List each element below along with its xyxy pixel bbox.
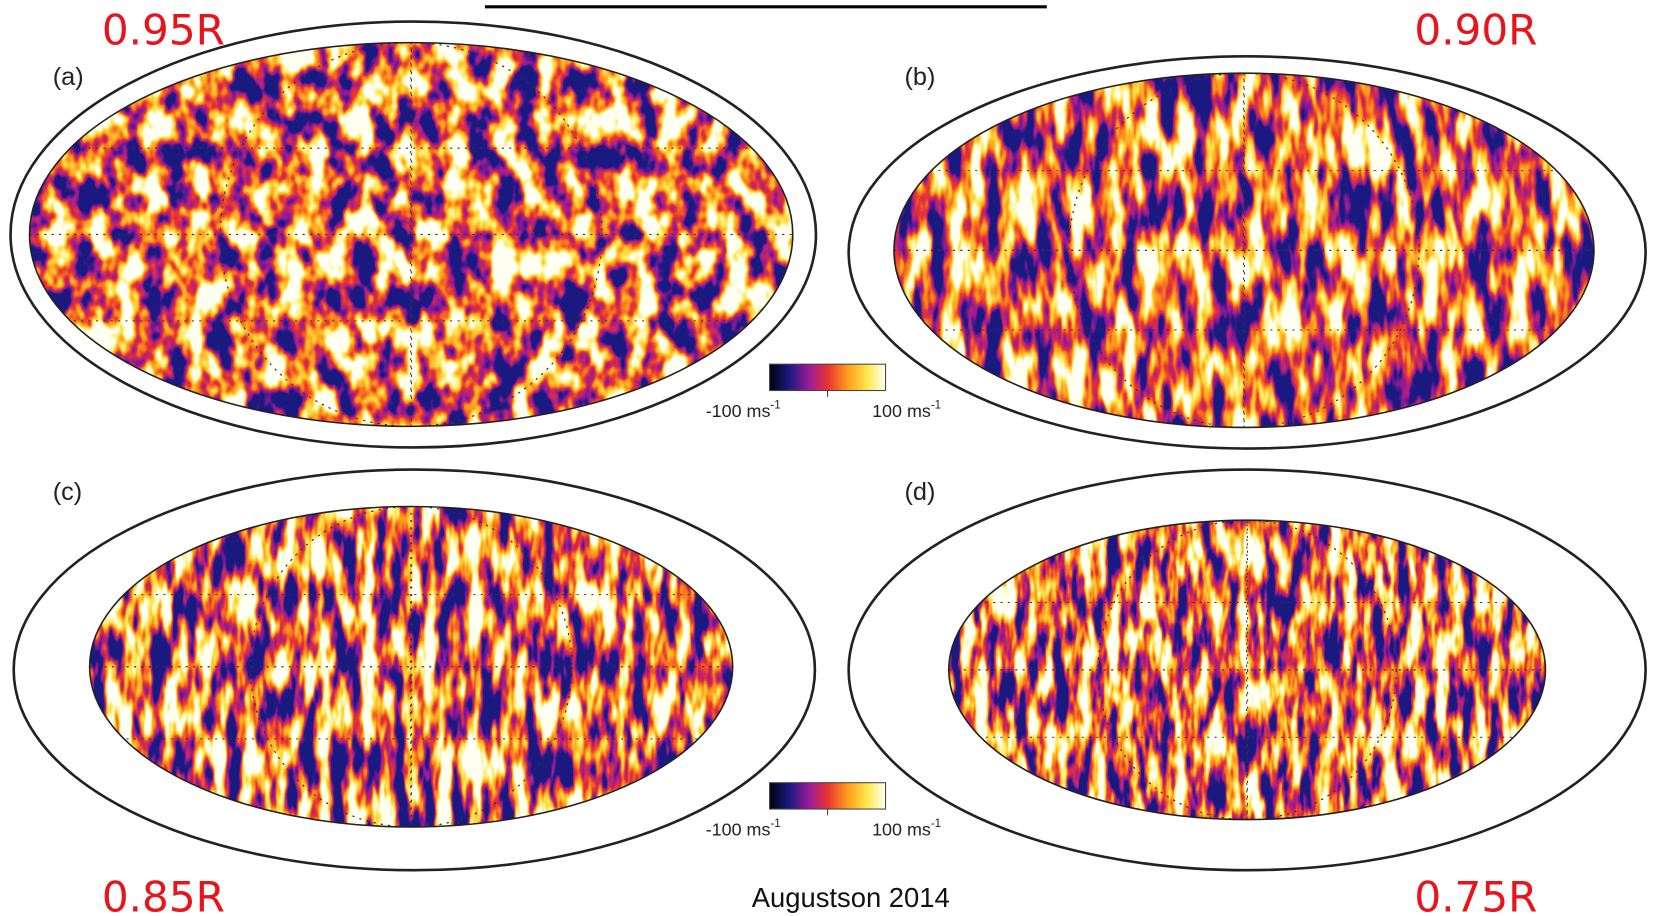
colorbar-label: -100 ms-1	[706, 399, 781, 420]
panel-label: (d)	[905, 478, 936, 506]
radius-label: 0.75R	[1414, 872, 1537, 916]
colorbar-exponent: -1	[931, 399, 941, 411]
colorbar-unit: 100 ms	[872, 819, 931, 839]
colorbar-exponent: -1	[770, 399, 780, 411]
panel: (c) 0.85R	[14, 470, 815, 916]
velocity-map	[90, 506, 733, 826]
figure: Augustson 2014 (a)0.95R(b)0.90R(c)0.85R(…	[0, 0, 1653, 916]
colorbar-exponent: -1	[770, 818, 780, 830]
velocity-map	[894, 73, 1594, 427]
radius-label: 0.95R	[102, 6, 225, 55]
panel-label: (a)	[53, 63, 84, 91]
panel: (b) 0.90R	[849, 6, 1646, 449]
colorbar-scale	[770, 364, 886, 390]
panel: (a) 0.95R	[11, 6, 816, 448]
colorbar-label: -100 ms-1	[706, 818, 781, 839]
colorbar-unit: 100 ms	[872, 401, 931, 421]
colorbar-scale	[770, 783, 886, 809]
velocity-map	[30, 43, 793, 427]
colorbar-label: 100 ms-1	[872, 399, 941, 420]
colorbar-label: 100 ms-1	[872, 818, 941, 839]
panel-label: (b)	[905, 63, 936, 91]
colorbar-unit: -100 ms	[706, 401, 771, 421]
radius-label: 0.85R	[102, 872, 225, 916]
colorbar-unit: -100 ms	[706, 819, 771, 839]
velocity-map	[949, 520, 1546, 819]
credit: Augustson 2014	[752, 882, 950, 913]
panel-label: (c)	[53, 478, 83, 506]
radius-label: 0.90R	[1414, 6, 1537, 55]
panel: (d) 0.75R	[849, 470, 1646, 916]
colorbar-exponent: -1	[931, 818, 941, 830]
